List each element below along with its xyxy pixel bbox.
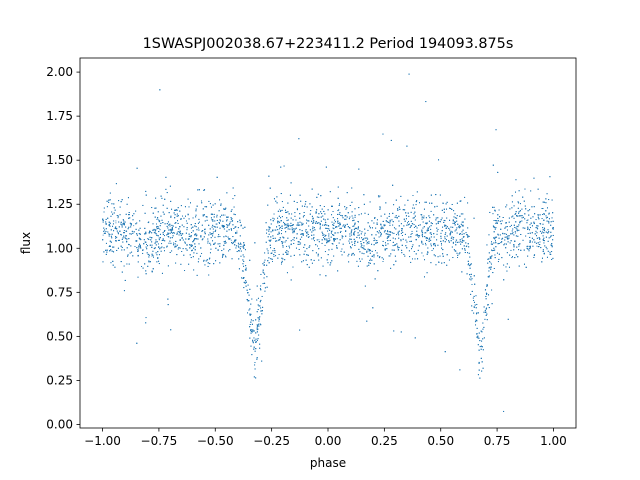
data-point [221, 224, 223, 226]
data-point [279, 208, 281, 210]
data-point [133, 225, 135, 227]
data-point [230, 239, 232, 241]
data-point [102, 234, 104, 236]
data-point [115, 222, 117, 224]
data-point [215, 223, 217, 225]
data-point [293, 239, 295, 241]
data-point [318, 239, 320, 241]
chart-title: 1SWASPJ002038.67+223411.2 Period 194093.… [143, 36, 514, 52]
data-point [422, 255, 424, 257]
data-point [225, 235, 227, 237]
data-point [284, 227, 286, 229]
data-point [536, 245, 538, 247]
data-point [515, 232, 517, 234]
scatter-points [102, 73, 554, 412]
data-point [236, 230, 238, 232]
data-point [423, 232, 425, 234]
data-point [224, 214, 226, 216]
data-point [490, 262, 492, 264]
data-point [115, 220, 117, 222]
data-point [311, 238, 313, 240]
